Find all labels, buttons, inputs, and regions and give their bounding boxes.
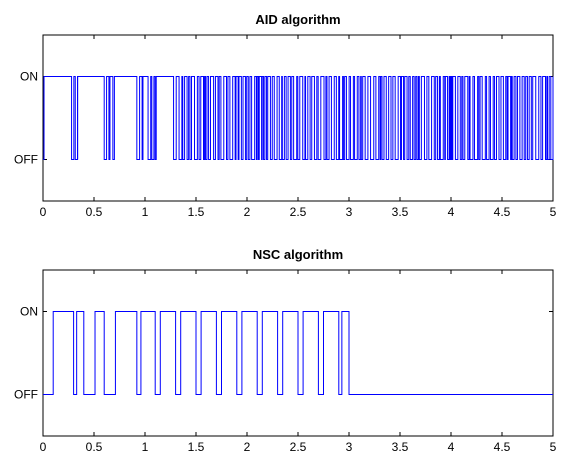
aid-ytick-label: OFF bbox=[14, 153, 38, 167]
aid-xtick-label: 1 bbox=[142, 205, 149, 219]
aid-xtick-label: 4.5 bbox=[494, 205, 511, 219]
nsc-xtick-label: 5 bbox=[550, 440, 557, 454]
aid-axes: AID algorithm 0 0.5 1 1.5 2 2.5 3 3.5 4 4.5 5 OFF ON bbox=[14, 12, 557, 219]
nsc-marks: 0 0.5 1 1.5 2 2.5 3 3.5 4 4.5 5 OFF ON bbox=[14, 270, 557, 454]
aid-series-line bbox=[43, 76, 554, 160]
aid-xtick-label: 4 bbox=[448, 205, 455, 219]
aid-xtick-label: 5 bbox=[550, 205, 557, 219]
nsc-xtick-label: 2.5 bbox=[290, 440, 307, 454]
nsc-xtick-label: 3 bbox=[346, 440, 353, 454]
nsc-axes: NSC algorithm 0 0.5 1 1.5 2 2.5 3 3.5 4 4.5 5 OFF ON bbox=[14, 247, 557, 454]
nsc-xtick-label: 1 bbox=[142, 440, 149, 454]
nsc-xtick-label: 0.5 bbox=[86, 440, 103, 454]
nsc-xtick-label: 4.5 bbox=[494, 440, 511, 454]
aid-xtick-label: 0.5 bbox=[86, 205, 103, 219]
nsc-xtick-label: 3.5 bbox=[392, 440, 409, 454]
nsc-ytick-label: ON bbox=[20, 305, 38, 319]
aid-xtick-label: 2 bbox=[244, 205, 251, 219]
nsc-xtick-label: 2 bbox=[244, 440, 251, 454]
aid-xtick-label: 0 bbox=[40, 205, 47, 219]
nsc-chart-title: NSC algorithm bbox=[253, 247, 343, 262]
nsc-xtick-label: 0 bbox=[40, 440, 47, 454]
aid-ytick-label: ON bbox=[20, 70, 38, 84]
aid-xtick-label: 2.5 bbox=[290, 205, 307, 219]
aid-xtick-label: 3.5 bbox=[392, 205, 409, 219]
nsc-series-line bbox=[43, 311, 553, 395]
nsc-ytick-label: OFF bbox=[14, 388, 38, 402]
aid-chart-title: AID algorithm bbox=[255, 12, 340, 27]
aid-marks: 0 0.5 1 1.5 2 2.5 3 3.5 4 4.5 5 OFF ON bbox=[14, 35, 557, 219]
nsc-xtick-label: 4 bbox=[448, 440, 455, 454]
aid-xtick-label: 1.5 bbox=[188, 205, 205, 219]
nsc-xtick-label: 1.5 bbox=[188, 440, 205, 454]
aid-xtick-label: 3 bbox=[346, 205, 353, 219]
